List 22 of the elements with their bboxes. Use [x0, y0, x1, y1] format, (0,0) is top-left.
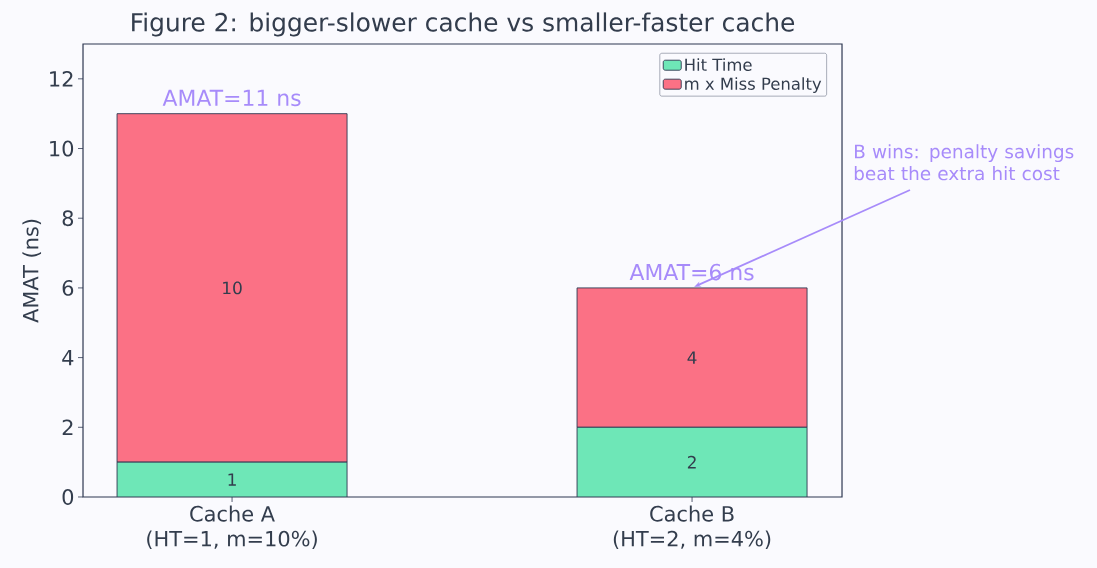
y-tick-label: 2 — [62, 419, 73, 436]
chart-title: Figure 2: bigger-slower cache vs smaller-faster cache — [132, 12, 795, 37]
legend-label: m x Miss Penalty — [685, 77, 822, 94]
y-tick-label: 10 — [50, 140, 74, 157]
data-label: 10 — [223, 281, 242, 295]
x-tick-label: Cache B (HT=2, m=4%) — [613, 505, 771, 550]
y-tick-label: 6 — [62, 279, 74, 296]
x-tick-label: Cache A (HT=1, m=10%) — [147, 505, 317, 550]
y-tick-label: 12 — [50, 71, 73, 87]
legend-label: Hit Time — [685, 58, 752, 71]
data-label: 1 — [228, 473, 236, 486]
data-label: 2 — [687, 455, 696, 469]
data-label: 4 — [687, 351, 697, 364]
y-tick-label: 0 — [62, 489, 74, 505]
y-axis-title: AMAT (ns) — [22, 219, 42, 323]
total-label: AMAT=11 ns — [162, 89, 301, 107]
bar — [576, 426, 808, 497]
annotation: B wins: penalty savings beat the extra hit cost — [854, 144, 1074, 181]
y-tick-label: 8 — [62, 210, 74, 227]
y-tick-label: 4 — [62, 349, 74, 366]
total-label: AMAT=6 ns — [629, 263, 754, 281]
bar — [116, 461, 348, 497]
